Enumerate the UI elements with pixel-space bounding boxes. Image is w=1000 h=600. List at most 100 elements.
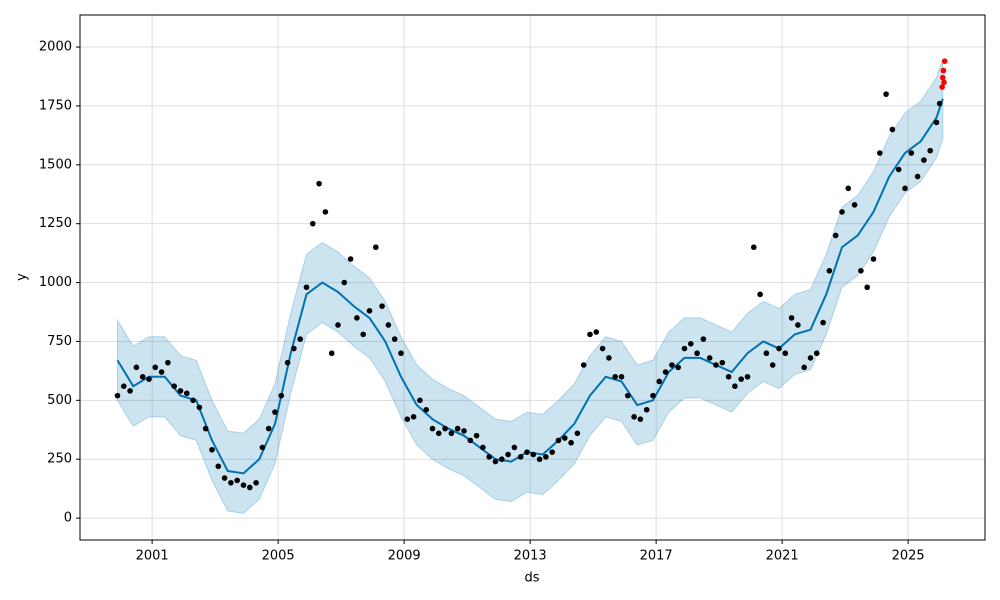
data-point [480, 444, 486, 451]
data-point [461, 428, 467, 434]
data-point [650, 392, 656, 399]
data-point [498, 456, 505, 463]
data-point [335, 322, 341, 328]
data-point [574, 430, 581, 437]
data-point [826, 267, 833, 274]
data-point [940, 67, 947, 74]
data-point [927, 147, 933, 154]
data-point [936, 100, 943, 107]
y-tick-label: 500 [47, 393, 72, 408]
data-point [637, 416, 644, 422]
data-point [486, 454, 492, 460]
y-tick-label: 2000 [39, 40, 72, 55]
data-point [398, 350, 404, 357]
data-point [391, 336, 398, 342]
data-point [895, 166, 902, 173]
data-point [467, 437, 474, 444]
data-point [190, 397, 196, 404]
data-point [209, 446, 215, 453]
data-point [694, 350, 700, 357]
data-point [700, 336, 707, 342]
data-point [354, 315, 360, 321]
data-point [511, 444, 518, 451]
data-point [133, 364, 140, 371]
data-point [360, 331, 366, 338]
data-point [941, 79, 947, 86]
data-point [183, 390, 190, 397]
data-point [228, 479, 234, 486]
data-point [297, 336, 303, 342]
data-point [139, 373, 146, 380]
data-point [914, 173, 921, 180]
x-tick-label: 2017 [640, 549, 673, 564]
data-point [165, 359, 171, 366]
data-point [908, 150, 915, 156]
data-point [876, 150, 883, 156]
data-point [568, 439, 574, 446]
data-point [801, 364, 807, 371]
data-point [158, 369, 165, 375]
data-point [662, 369, 669, 375]
data-point [253, 479, 259, 486]
y-tick-label: 0 [64, 511, 72, 526]
data-point [127, 388, 133, 394]
data-point [769, 362, 776, 368]
x-axis-label: ds [524, 571, 539, 586]
plot [80, 15, 985, 540]
data-point [404, 416, 411, 422]
data-point [669, 362, 675, 368]
data-point [120, 383, 127, 389]
data-point [713, 362, 719, 368]
data-point [347, 256, 354, 262]
data-point [454, 425, 461, 432]
data-point [851, 202, 858, 208]
data-point [732, 383, 738, 389]
data-point [555, 437, 562, 444]
data-point [448, 430, 455, 437]
data-point [858, 267, 864, 274]
data-point [744, 373, 751, 380]
data-point [177, 388, 184, 394]
data-point [114, 392, 121, 399]
data-point [146, 376, 152, 382]
data-point [303, 284, 310, 291]
data-point [215, 463, 222, 470]
data-point [152, 364, 159, 371]
data-point [599, 345, 606, 352]
x-tick-label: 2013 [514, 549, 547, 564]
data-point [278, 392, 285, 399]
data-point [580, 362, 587, 368]
data-point [423, 406, 429, 413]
data-point [366, 308, 373, 314]
data-point [372, 244, 379, 251]
data-point [788, 315, 795, 321]
data-point [820, 319, 826, 326]
data-point [202, 425, 209, 432]
x-tick-label: 2001 [136, 549, 169, 564]
data-point [309, 220, 316, 227]
data-point [921, 157, 927, 163]
data-point [593, 329, 600, 335]
data-point [473, 432, 480, 439]
data-point [322, 209, 329, 215]
y-tick-label: 1250 [39, 216, 72, 231]
data-point [561, 435, 568, 441]
data-point [845, 185, 852, 192]
data-point [832, 232, 839, 239]
data-point [517, 454, 524, 460]
data-point [543, 454, 549, 460]
data-point [221, 475, 228, 481]
y-tick-label: 750 [47, 334, 72, 349]
data-point [656, 378, 663, 385]
data-point [417, 397, 423, 404]
data-point [624, 392, 631, 399]
data-point [246, 484, 253, 491]
data-point [738, 376, 744, 382]
data-point [839, 209, 845, 215]
data-point [687, 341, 694, 347]
data-point [549, 449, 555, 455]
data-point [939, 74, 946, 81]
data-point [196, 404, 203, 411]
x-tick-label: 2021 [766, 549, 799, 564]
data-point [681, 345, 688, 352]
